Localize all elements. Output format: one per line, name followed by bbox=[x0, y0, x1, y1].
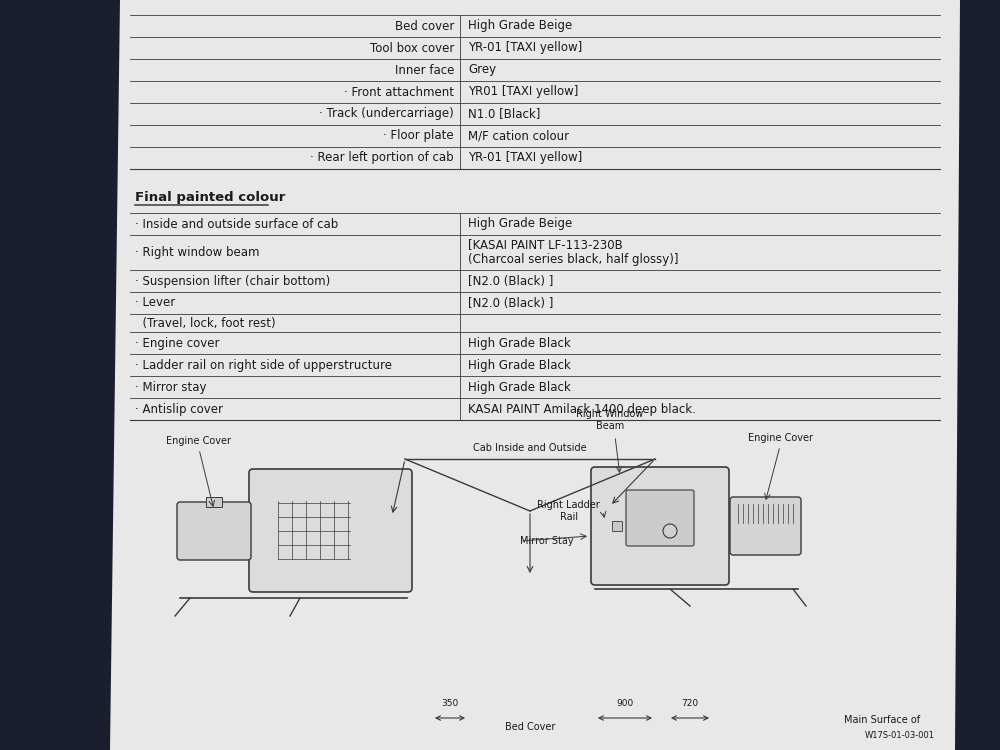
Text: Right Window
Beam: Right Window Beam bbox=[576, 410, 644, 431]
Text: High Grade Beige: High Grade Beige bbox=[468, 217, 572, 230]
Text: · Mirror stay: · Mirror stay bbox=[135, 380, 207, 394]
Text: · Track (undercarriage): · Track (undercarriage) bbox=[319, 107, 454, 121]
Text: 350: 350 bbox=[441, 699, 459, 708]
FancyBboxPatch shape bbox=[591, 467, 729, 585]
Text: 900: 900 bbox=[616, 699, 634, 708]
Text: YR-01 [TAXI yellow]: YR-01 [TAXI yellow] bbox=[468, 41, 582, 55]
Text: High Grade Black: High Grade Black bbox=[468, 380, 571, 394]
Text: High Grade Beige: High Grade Beige bbox=[468, 20, 572, 32]
Text: Bed cover: Bed cover bbox=[395, 20, 454, 32]
Text: N1.0 [Black]: N1.0 [Black] bbox=[468, 107, 540, 121]
Text: 720: 720 bbox=[681, 699, 699, 708]
Text: · Right window beam: · Right window beam bbox=[135, 246, 260, 259]
Text: High Grade Black: High Grade Black bbox=[468, 358, 571, 371]
FancyBboxPatch shape bbox=[730, 497, 801, 555]
Text: [KASAI PAINT LF-113-230B
(Charcoal series black, half glossy)]: [KASAI PAINT LF-113-230B (Charcoal serie… bbox=[468, 238, 678, 266]
Bar bbox=[206, 497, 222, 507]
Text: · Engine cover: · Engine cover bbox=[135, 337, 220, 350]
Bar bbox=[612, 521, 622, 531]
Text: · Front attachment: · Front attachment bbox=[344, 86, 454, 98]
Text: · Inside and outside surface of cab: · Inside and outside surface of cab bbox=[135, 217, 338, 230]
Text: YR01 [TAXI yellow]: YR01 [TAXI yellow] bbox=[468, 86, 578, 98]
Text: (Travel, lock, foot rest): (Travel, lock, foot rest) bbox=[135, 316, 276, 329]
Text: Inner face: Inner face bbox=[395, 64, 454, 76]
Text: [N2.0 (Black) ]: [N2.0 (Black) ] bbox=[468, 296, 553, 310]
Text: · Floor plate: · Floor plate bbox=[383, 130, 454, 142]
FancyBboxPatch shape bbox=[626, 490, 694, 546]
Text: Cab Inside and Outside: Cab Inside and Outside bbox=[473, 443, 587, 453]
Circle shape bbox=[663, 524, 677, 538]
Text: Grey: Grey bbox=[468, 64, 496, 76]
Text: [N2.0 (Black) ]: [N2.0 (Black) ] bbox=[468, 274, 553, 287]
FancyBboxPatch shape bbox=[177, 502, 251, 560]
Text: · Rear left portion of cab: · Rear left portion of cab bbox=[310, 152, 454, 164]
Text: · Suspension lifter (chair bottom): · Suspension lifter (chair bottom) bbox=[135, 274, 330, 287]
Text: Engine Cover: Engine Cover bbox=[748, 433, 812, 443]
Text: · Antislip cover: · Antislip cover bbox=[135, 403, 223, 416]
Text: W17S-01-03-001: W17S-01-03-001 bbox=[865, 731, 935, 740]
Bar bbox=[960, 0, 1000, 30]
Text: M/F cation colour: M/F cation colour bbox=[468, 130, 569, 142]
Text: Final painted colour: Final painted colour bbox=[135, 190, 285, 203]
Text: · Ladder rail on right side of upperstructure: · Ladder rail on right side of upperstru… bbox=[135, 358, 392, 371]
Text: YR-01 [TAXI yellow]: YR-01 [TAXI yellow] bbox=[468, 152, 582, 164]
Text: Engine Cover: Engine Cover bbox=[166, 436, 232, 446]
Text: Main Surface of: Main Surface of bbox=[844, 715, 920, 725]
Text: Bed Cover: Bed Cover bbox=[505, 722, 555, 732]
Text: KASAI PAINT Amilack 1400 deep black.: KASAI PAINT Amilack 1400 deep black. bbox=[468, 403, 696, 416]
Text: Right Ladder
Rail: Right Ladder Rail bbox=[537, 500, 600, 522]
Polygon shape bbox=[110, 0, 960, 750]
Text: · Lever: · Lever bbox=[135, 296, 175, 310]
Bar bbox=[130, 425, 940, 745]
Text: Mirror Stay: Mirror Stay bbox=[520, 536, 574, 546]
Text: Tool box cover: Tool box cover bbox=[370, 41, 454, 55]
Text: High Grade Black: High Grade Black bbox=[468, 337, 571, 350]
FancyBboxPatch shape bbox=[249, 469, 412, 592]
